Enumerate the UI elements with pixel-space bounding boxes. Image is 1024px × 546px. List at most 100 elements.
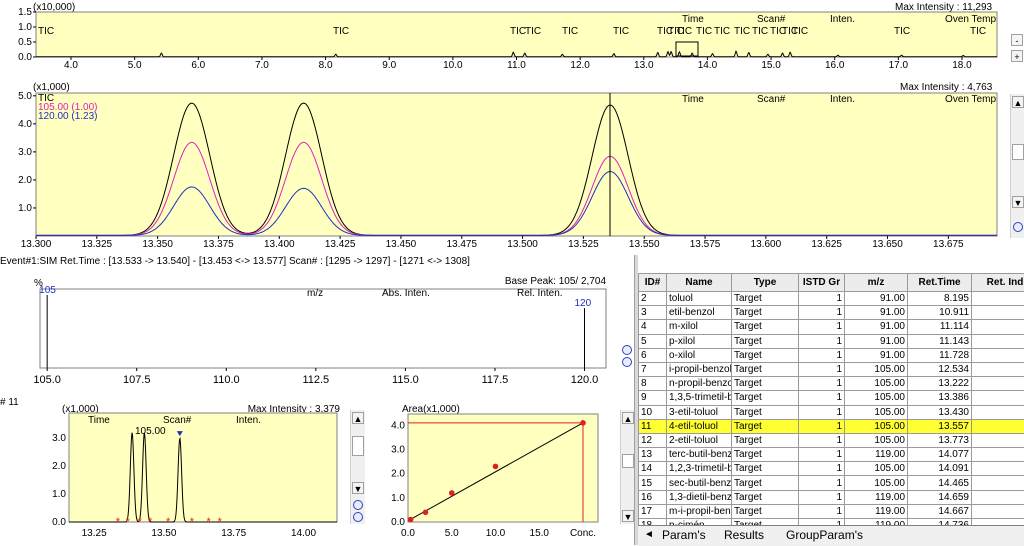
column-header-4[interactable]: m/z [845, 274, 908, 292]
cell-istd: 1 [799, 320, 845, 334]
zoom-scroll-thumb[interactable] [1012, 144, 1024, 160]
calibration-point [408, 517, 414, 523]
zoom-x-tick: 13.500 [507, 239, 538, 250]
zoom-y-tick: 4.0 [18, 119, 32, 130]
cell-type: Target [732, 405, 799, 419]
column-header-2[interactable]: Type [732, 274, 799, 292]
cell-istd: 1 [799, 419, 845, 433]
compound-baseline-mark: * [137, 516, 142, 528]
compound-zoom-icon[interactable] [353, 512, 363, 522]
tab-group-params[interactable]: GroupParam's [782, 527, 867, 543]
tic-x-tick: 5.0 [128, 60, 142, 71]
zoom-plot-area [36, 93, 997, 236]
tab-params[interactable]: Param's [658, 527, 710, 543]
spectrum-header-mz: m/z [307, 288, 323, 299]
cell-type: Target [732, 462, 799, 476]
calibration-x-tick: 0.0 [401, 528, 415, 539]
calibration-scroll-down-button[interactable]: ▼ [622, 510, 634, 522]
spectrum-magnify-icon[interactable] [622, 345, 632, 355]
calibration-y-title: Area(x1,000) [402, 404, 460, 415]
cell-ri [972, 433, 1024, 447]
tic-peak-label: TIC [333, 26, 349, 37]
column-header-5[interactable]: Ret.Time [908, 274, 972, 292]
cell-mz: 105.00 [845, 462, 908, 476]
cell-ri [972, 348, 1024, 362]
compound-scroll-up-button[interactable]: ▲ [352, 412, 364, 424]
spectrum-x-tick: 107.5 [123, 374, 151, 386]
calibration-scrollbar[interactable]: ▲ ▼ [620, 410, 635, 524]
calibration-scroll-up-button[interactable]: ▲ [622, 412, 634, 424]
cell-type: Target [732, 306, 799, 320]
cell-name: 3-etil-toluol [667, 405, 732, 419]
calibration-point [449, 490, 455, 496]
cell-type: Target [732, 448, 799, 462]
column-header-6[interactable]: Ret. Ind [972, 274, 1024, 292]
column-header-1[interactable]: Name [667, 274, 732, 292]
compound-scroll-down-button[interactable]: ▼ [352, 482, 364, 494]
tab-results[interactable]: Results [720, 527, 768, 543]
tic-header-time: Time [682, 14, 704, 25]
spectrum-zoom-icon[interactable] [622, 357, 632, 367]
compound-magnify-icon[interactable] [353, 500, 363, 510]
zoom-x-tick: 13.675 [933, 239, 964, 250]
tab-scroll-left-icon[interactable]: ◄ [640, 527, 658, 543]
spectrum-x-tick: 120.0 [571, 374, 599, 386]
zoom-scroll-down-button[interactable]: ▼ [1012, 196, 1024, 208]
cell-istd: 1 [799, 448, 845, 462]
tic-zoom-out-button[interactable]: - [1011, 34, 1023, 46]
cell-istd: 1 [799, 433, 845, 447]
cell-id: 16 [639, 490, 667, 504]
compound-scrollbar[interactable]: ▲ ▼ [350, 410, 365, 524]
zoom-scrollbar[interactable]: ▲ ▼ [1010, 94, 1024, 238]
calibration-point [580, 420, 586, 426]
zoom-magnify-icon[interactable] [1013, 222, 1023, 232]
compound-baseline-mark: * [148, 516, 153, 528]
calibration-scroll-thumb[interactable] [622, 454, 634, 468]
cell-type: Target [732, 362, 799, 376]
cell-id: 12 [639, 433, 667, 447]
cell-rt: 10.911 [908, 306, 972, 320]
column-header-0[interactable]: ID# [639, 274, 667, 292]
cell-rt: 12.534 [908, 362, 972, 376]
compound-baseline-mark: * [166, 516, 171, 528]
zoom-scroll-up-button[interactable]: ▲ [1012, 96, 1024, 108]
tic-zoom-in-button[interactable]: + [1011, 50, 1023, 62]
cell-ri [972, 391, 1024, 405]
cell-id: 3 [639, 306, 667, 320]
spectrum-x-tick: 115.0 [392, 374, 419, 386]
tic-peak-label: TIC [894, 26, 910, 37]
tic-peak-label: TIC [562, 26, 578, 37]
cell-istd: 1 [799, 504, 845, 518]
column-header-3[interactable]: ISTD Gr [799, 274, 845, 292]
cell-ri [972, 419, 1024, 433]
tic-x-tick: 17.0 [889, 60, 909, 71]
compound-scroll-thumb[interactable] [352, 436, 364, 456]
tic-x-tick: 14.0 [698, 60, 718, 71]
